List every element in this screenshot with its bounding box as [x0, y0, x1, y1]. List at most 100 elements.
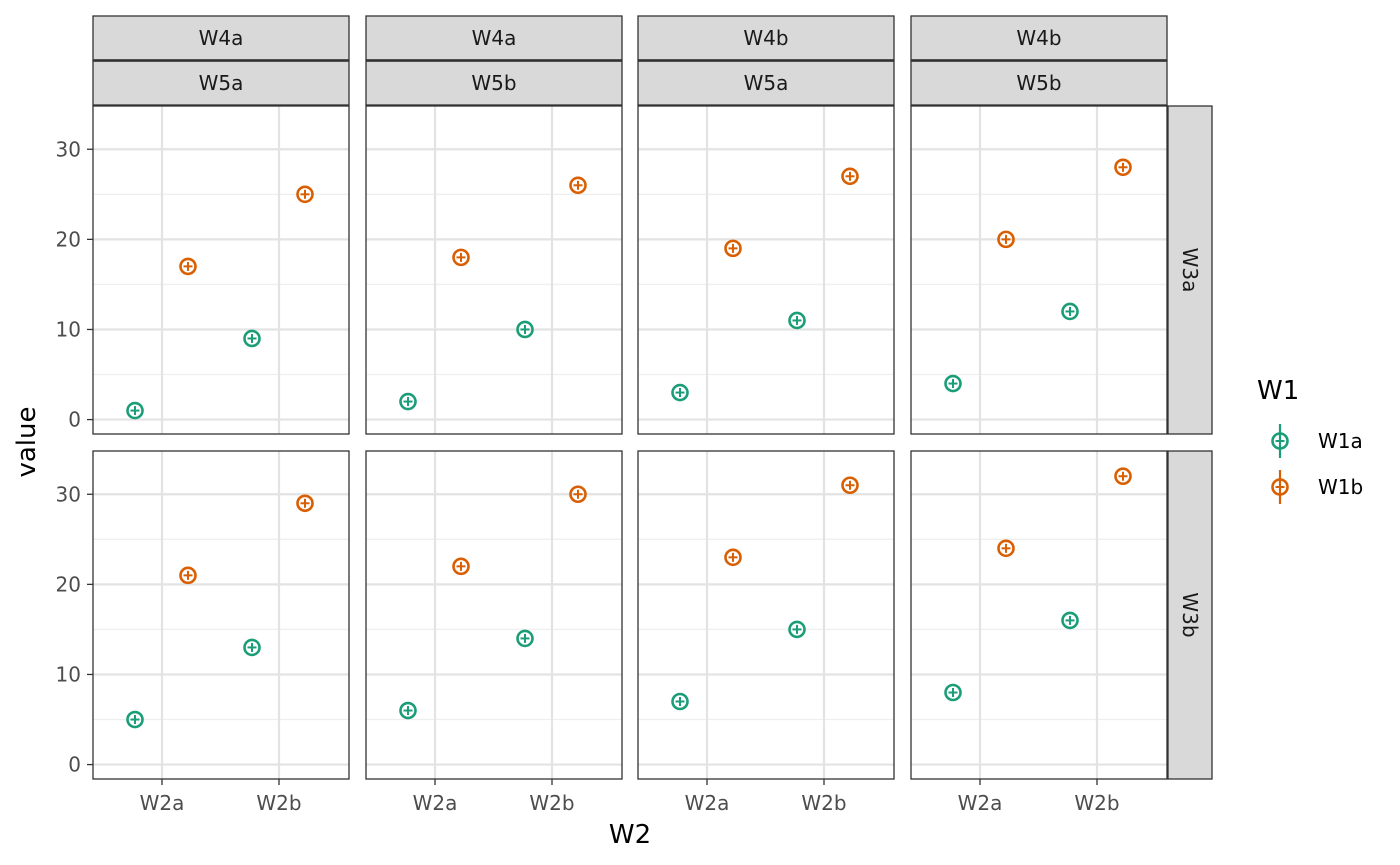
data-point-W1b-W2a [997, 230, 1015, 249]
point-marker [296, 494, 314, 513]
data-point-W1a-W2b [788, 311, 806, 330]
data-point-W1b-W2a [724, 239, 742, 258]
x-tick-label: W2b [256, 791, 301, 815]
facet-strip-label: W5b [471, 71, 516, 95]
panel-border [92, 105, 350, 435]
data-point-W1a-W2a [671, 692, 689, 711]
x-tick-label: W2b [1074, 791, 1119, 815]
y-tick-label: 30 [56, 137, 81, 161]
data-point-W1b-W2a [997, 539, 1015, 558]
data-point-W1b-W2b [1114, 158, 1132, 177]
facet-strip-top [365, 60, 623, 106]
point-marker [452, 557, 470, 576]
point-marker [1061, 611, 1079, 630]
facet-strip-right [1167, 105, 1213, 435]
data-point-W1b-W2a [179, 257, 197, 276]
facet-strip-row-label: W3a [1178, 248, 1202, 293]
point-marker [944, 374, 962, 393]
data-point-W1a-W2a [671, 383, 689, 402]
legend-entry-W1b: W1b [1271, 470, 1363, 504]
panel-background [366, 106, 622, 434]
facet-strip-label: W4a [472, 26, 517, 50]
panel-background [93, 106, 349, 434]
facet-strip-label: W4b [743, 26, 788, 50]
facet-strip-label: W4a [199, 26, 244, 50]
legend-label: W1a [1318, 429, 1363, 453]
data-point-W1a-W2a [399, 392, 417, 411]
point-marker [671, 692, 689, 711]
x-tick-label: W2a [685, 791, 730, 815]
panel-background [911, 451, 1167, 779]
point-marker [399, 701, 417, 720]
legend-entries: W1a W1b [1271, 424, 1363, 504]
point-marker [671, 383, 689, 402]
legend-key-marker [1271, 478, 1289, 496]
legend-entry-W1a: W1a [1271, 424, 1363, 458]
panel-W3b-W4a-W5b [365, 450, 623, 780]
facet-strip-top [910, 15, 1168, 61]
y-tick-label: 10 [56, 317, 81, 341]
data-point-W1a-W2b [516, 320, 534, 339]
data-point-W1b-W2b [569, 485, 587, 504]
panel-border [365, 105, 623, 435]
point-marker [997, 230, 1015, 249]
point-marker [569, 176, 587, 195]
data-point-W1a-W2b [243, 329, 261, 348]
data-point-W1b-W2b [296, 185, 314, 204]
panel-border [365, 450, 623, 780]
point-marker [724, 548, 742, 567]
panel-W3b-W4a-W5a [92, 450, 350, 780]
data-point-W1b-W2a [452, 248, 470, 267]
point-marker [516, 320, 534, 339]
panel-border [637, 450, 895, 780]
panel-W3b-W4b-W5a [637, 450, 895, 780]
point-marker [841, 167, 859, 186]
point-marker [296, 185, 314, 204]
point-marker [243, 329, 261, 348]
panel-border [92, 450, 350, 780]
legend-label: W1b [1318, 475, 1363, 499]
x-tick-label: W2b [801, 791, 846, 815]
panel-background [93, 451, 349, 779]
facet-strip-label: W5a [744, 71, 789, 95]
data-point-W1a-W2a [126, 710, 144, 729]
y-tick-label: 0 [68, 408, 81, 432]
data-point-W1b-W2b [569, 176, 587, 195]
data-point-W1b-W2a [452, 557, 470, 576]
x-tick-label: W2b [529, 791, 574, 815]
data-point-W1a-W2a [399, 701, 417, 720]
panel-background [366, 451, 622, 779]
panel-W3a-W4a-W5a [92, 105, 350, 435]
legend: W1 W1a W1b [1257, 376, 1363, 504]
point-marker [1061, 302, 1079, 321]
y-tick-label: 0 [68, 753, 81, 777]
data-point-W1a-W2a [126, 401, 144, 420]
y-tick-label: 30 [56, 482, 81, 506]
point-marker [569, 485, 587, 504]
point-marker [944, 683, 962, 702]
y-axis-title: value [12, 406, 42, 477]
panel-border [910, 105, 1168, 435]
point-marker [452, 248, 470, 267]
data-point-W1b-W2a [179, 566, 197, 585]
point-marker [179, 566, 197, 585]
data-point-W1b-W2b [841, 476, 859, 495]
point-marker [126, 401, 144, 420]
facet-strip-top [637, 15, 895, 61]
point-marker [516, 629, 534, 648]
facet-strip-label: W4b [1016, 26, 1061, 50]
x-tick-label: W2a [958, 791, 1003, 815]
legend-title: W1 [1257, 376, 1299, 406]
facet-strip-top [910, 60, 1168, 106]
panel-background [638, 106, 894, 434]
panel-W3a-W4b-W5a [637, 105, 895, 435]
point-marker [399, 392, 417, 411]
x-tick-label: W2a [140, 791, 185, 815]
data-point-W1a-W2b [1061, 302, 1079, 321]
x-axis-title: W2 [609, 820, 651, 850]
point-marker [841, 476, 859, 495]
facet-strip-top [365, 15, 623, 61]
point-marker [724, 239, 742, 258]
point-marker [788, 311, 806, 330]
